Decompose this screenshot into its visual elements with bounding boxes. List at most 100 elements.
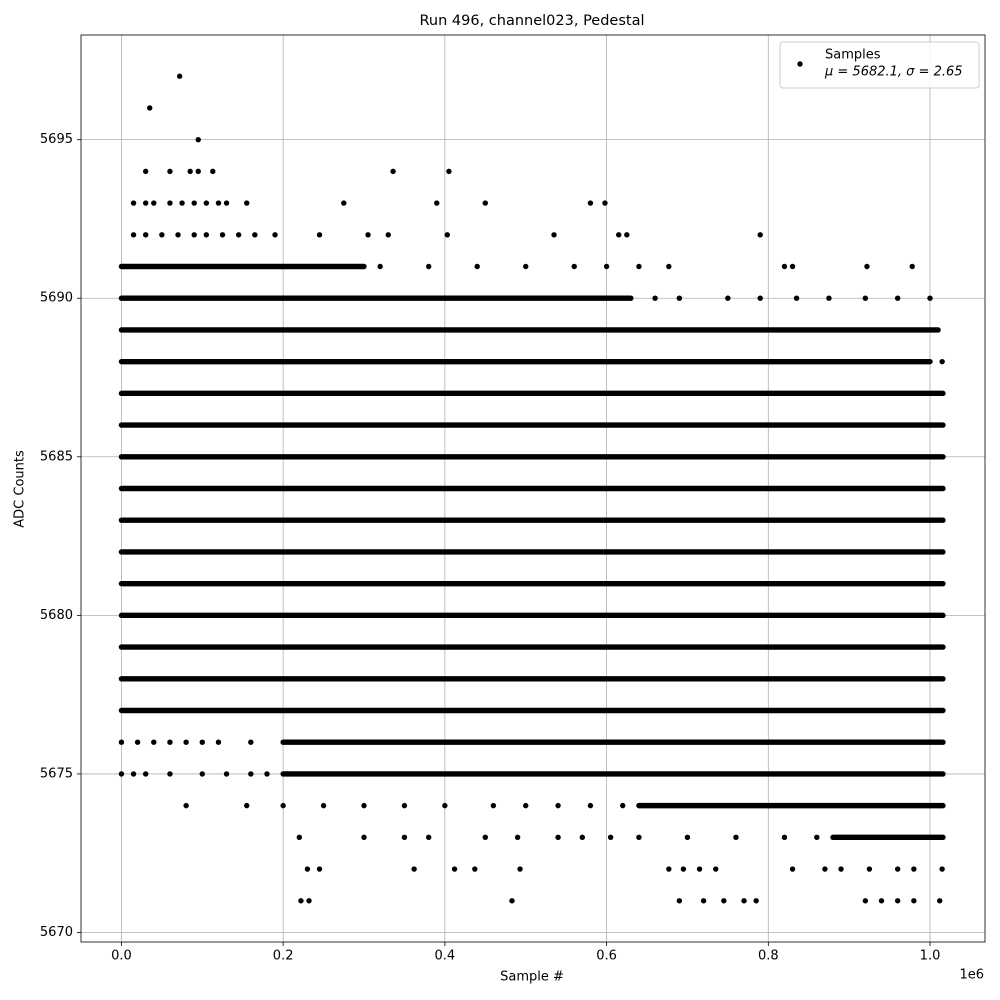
sample-point: [401, 802, 408, 809]
sample-point: [676, 898, 683, 904]
sample-point: [587, 802, 594, 809]
sample-point: [167, 771, 173, 777]
sample-point: [838, 866, 844, 872]
sample-point: [304, 866, 311, 872]
x-tick-label: 0.4: [435, 949, 456, 964]
sample-point: [130, 200, 137, 206]
sample-point: [390, 168, 396, 175]
sample-point: [167, 739, 173, 745]
sample-point: [757, 232, 763, 238]
sample-point: [523, 263, 529, 270]
sample-point: [482, 200, 488, 206]
sample-point: [167, 200, 173, 206]
sample-point: [571, 263, 577, 270]
sample-point: [781, 263, 788, 270]
plot-area: [118, 73, 946, 904]
y-tick-label: 5675: [40, 766, 73, 781]
sample-point: [684, 834, 691, 841]
sample-point: [248, 739, 254, 745]
sample-point: [636, 263, 642, 270]
sample-point: [187, 168, 193, 175]
sample-point: [298, 898, 304, 904]
y-tick-label: 5685: [40, 449, 73, 464]
sample-point: [551, 232, 557, 238]
sample-point: [620, 802, 626, 809]
sample-point: [607, 834, 614, 841]
sample-point: [676, 295, 683, 301]
sample-point: [741, 898, 747, 904]
sample-point: [523, 802, 529, 809]
sample-point: [385, 232, 391, 238]
sample-point: [894, 295, 901, 301]
sample-point: [517, 866, 523, 872]
sample-point: [176, 73, 183, 79]
sample-point: [244, 200, 250, 206]
sample-point: [713, 866, 719, 872]
sample-point: [215, 739, 222, 745]
sample-point: [130, 771, 137, 777]
sample-point: [937, 898, 943, 904]
sample-point: [264, 771, 270, 777]
sample-point: [175, 232, 181, 238]
sample-point: [223, 771, 230, 777]
sample-point: [700, 898, 707, 904]
chart-title: Run 496, channel023, Pedestal: [419, 13, 644, 29]
sample-point: [134, 739, 141, 745]
sample-point: [361, 802, 367, 809]
sample-point: [927, 295, 933, 301]
ticks: 0.0 0.2 0.4 0.6 0.8 1.0 5670 5675 5680 5685 5690 56…: [40, 132, 940, 963]
sample-point: [167, 168, 173, 175]
sample-point: [721, 898, 727, 904]
sample-point: [195, 136, 201, 143]
sample-point: [616, 232, 622, 238]
legend-annotation: μ = 5682.1, σ = 2.65: [824, 65, 963, 80]
sample-point: [219, 232, 226, 238]
sample-point: [151, 739, 157, 745]
y-tick-label: 5670: [40, 925, 73, 940]
sample-point: [142, 232, 149, 238]
sample-point: [446, 168, 452, 175]
sample-point: [316, 866, 323, 872]
sample-point: [179, 200, 185, 206]
sample-point: [434, 200, 440, 206]
sample-point: [911, 866, 917, 872]
sample-point: [603, 263, 610, 270]
y-axis-label: ADC Counts: [13, 450, 28, 528]
sample-point: [316, 232, 323, 238]
legend: Samples μ = 5682.1, σ = 2.65: [779, 41, 980, 89]
sample-point: [377, 263, 383, 270]
sample-point: [183, 739, 189, 745]
sample-point: [636, 834, 642, 841]
sample-point: [579, 834, 586, 841]
axes-frame: [80, 34, 986, 943]
sample-point: [939, 866, 945, 872]
sample-point: [195, 168, 201, 175]
sample-point: [341, 200, 347, 206]
legend-box: [779, 41, 980, 89]
x-tick-label: 0.6: [596, 949, 617, 964]
sample-point: [252, 232, 258, 238]
sample-point: [248, 771, 254, 777]
sample-point: [306, 898, 312, 904]
sample-point: [894, 898, 901, 904]
sample-point: [878, 898, 885, 904]
x-tick-label: 1.0: [920, 949, 941, 964]
sample-point: [444, 232, 450, 238]
sample-point: [587, 200, 594, 206]
sample-point: [361, 834, 367, 841]
sample-point: [911, 898, 917, 904]
sample-point: [142, 168, 149, 175]
sample-point: [411, 866, 417, 872]
sample-point: [272, 232, 278, 238]
sample-point: [555, 802, 561, 809]
sample-point: [365, 232, 371, 238]
sample-point: [191, 200, 197, 206]
sample-point: [183, 802, 189, 809]
sample-point: [280, 802, 286, 809]
sample-point: [118, 771, 125, 777]
sample-point: [130, 232, 137, 238]
sample-point: [401, 834, 408, 841]
sample-point: [451, 866, 458, 872]
sample-point: [223, 200, 230, 206]
